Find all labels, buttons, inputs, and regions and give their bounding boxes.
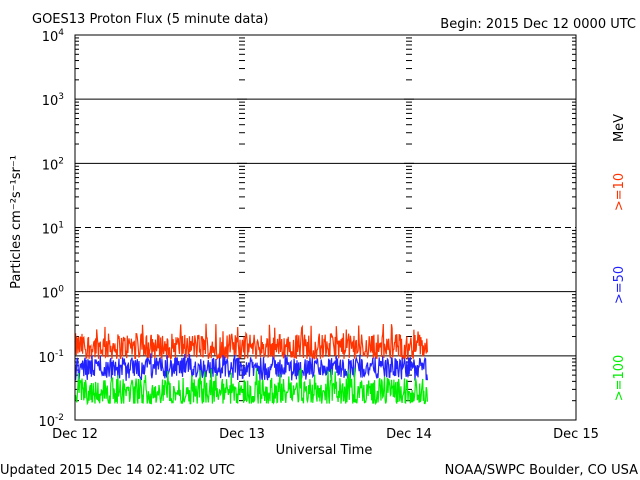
begin-label: Begin: 2015 Dec 12 0000 UTC (440, 17, 636, 32)
x-tick-label: Dec 14 (386, 427, 432, 442)
y-tick-label: 10-1 (38, 349, 64, 366)
x-axis-label: Universal Time (276, 443, 373, 458)
series-line (74, 323, 428, 361)
source-credit: NOAA/SWPC Boulder, CO USA (445, 463, 638, 478)
x-tick-label: Dec 13 (219, 427, 265, 442)
series-line (74, 353, 428, 382)
x-tick-label: Dec 12 (52, 427, 98, 442)
legend-entry: >=100 (612, 355, 627, 402)
legend-entry: >=50 (612, 266, 627, 304)
series-line (74, 368, 428, 406)
x-tick-labels: Dec 12 Dec 13 Dec 14 Dec 15 (52, 427, 599, 442)
y-axis-label: Particles cm⁻²s⁻¹sr⁻¹ (9, 155, 24, 289)
plot-frame (74, 34, 577, 421)
y-tick-label: 102 (42, 156, 64, 173)
x-tick-label: Dec 15 (553, 427, 599, 442)
y-tick-label: 100 (42, 285, 65, 302)
y-tick-label: 10-2 (38, 413, 64, 430)
updated-timestamp: Updated 2015 Dec 14 02:41:02 UTC (0, 463, 235, 478)
legend: MeV >=10 >=50 >=100 (612, 114, 627, 401)
legend-entry: >=10 (612, 173, 627, 211)
grid-lines (75, 37, 576, 421)
series-layer (74, 323, 428, 406)
y-tick-label: 104 (42, 28, 65, 45)
plot-border (74, 34, 577, 421)
legend-entry: MeV (612, 114, 627, 142)
y-tick-label: 103 (42, 92, 64, 109)
chart-title: GOES13 Proton Flux (5 minute data) (32, 12, 268, 27)
y-tick-labels: 104 103 102 101 100 10-1 10-2 (38, 28, 64, 430)
y-tick-label: 101 (42, 221, 64, 238)
